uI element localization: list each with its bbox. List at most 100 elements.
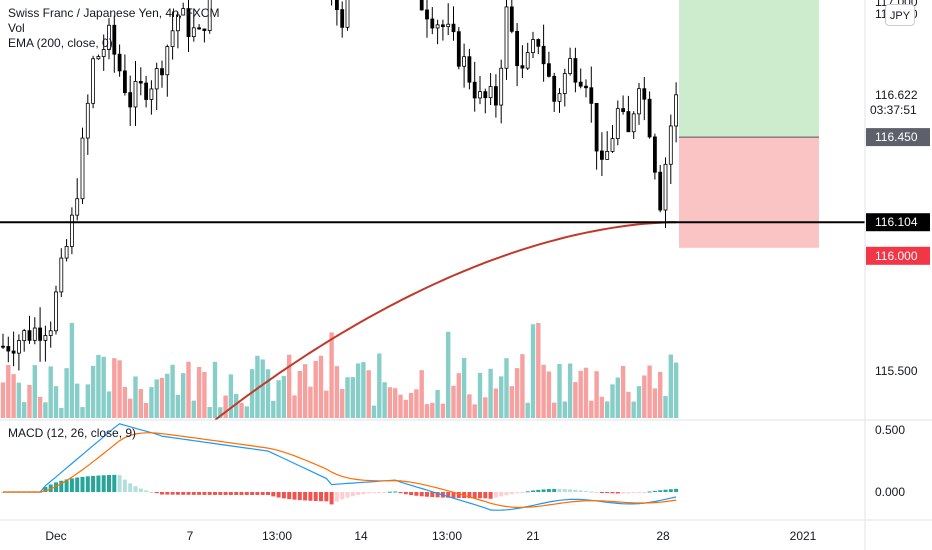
entry-price-label-tag xyxy=(866,128,930,147)
macd-line xyxy=(3,423,677,511)
volume-bar xyxy=(557,364,562,418)
candle-body xyxy=(112,24,117,55)
candle-body xyxy=(186,8,191,38)
candle-body xyxy=(435,24,440,29)
macd-histogram-bar xyxy=(117,475,122,492)
candle xyxy=(462,43,467,88)
volume-bar xyxy=(371,405,377,418)
volume-bar xyxy=(22,402,27,418)
candle-body xyxy=(668,125,673,165)
candle-body xyxy=(462,56,467,67)
symbol-legend[interactable]: Swiss Franc / Japanese Yen, 4h, FXCM Vol… xyxy=(8,6,219,51)
volume-bar xyxy=(106,391,112,418)
candle xyxy=(117,44,122,77)
candle-body xyxy=(515,30,519,67)
candle-body xyxy=(117,53,122,72)
volume-bar xyxy=(302,364,308,418)
candle xyxy=(578,68,583,89)
candle xyxy=(70,207,74,255)
candle-body xyxy=(663,163,668,211)
volume-bar xyxy=(329,332,334,418)
macd-histogram-bar xyxy=(398,492,403,494)
macd-histogram-bar xyxy=(409,492,414,496)
candle-body xyxy=(138,81,143,84)
volume-bar xyxy=(228,374,234,418)
macd-histogram-bar xyxy=(414,492,419,496)
candle-body xyxy=(653,136,657,173)
candle-body xyxy=(430,18,435,29)
ema-legend[interactable]: EMA (200, close, 0) xyxy=(8,36,113,50)
volume-bar xyxy=(477,372,483,418)
macd-legend[interactable]: MACD (12, 26, close, 9) xyxy=(8,426,137,440)
candle-body xyxy=(451,23,456,33)
volume-bar xyxy=(573,382,578,418)
macd-histogram-bar xyxy=(186,492,191,495)
macd-histogram-bar xyxy=(276,492,281,498)
countdown-label: 03:37:51 xyxy=(870,103,917,117)
volume-bar xyxy=(647,365,652,418)
macd-histogram-bar xyxy=(218,492,223,495)
volume-bar xyxy=(16,382,22,418)
candle xyxy=(478,75,482,105)
candle-body xyxy=(48,330,53,336)
candle xyxy=(85,94,90,155)
macd-histogram-bar xyxy=(319,492,323,502)
macd-histogram-bar xyxy=(594,492,599,493)
candle-body xyxy=(340,9,345,28)
candle xyxy=(663,157,668,229)
candle xyxy=(504,0,509,80)
macd-histogram-bar xyxy=(499,492,504,497)
volume-legend[interactable]: Vol xyxy=(8,21,25,35)
candle xyxy=(38,307,42,362)
macd-histogram-bar xyxy=(96,475,101,492)
candle-body xyxy=(11,350,16,354)
volume-bar xyxy=(175,394,181,418)
macd-histogram-bar xyxy=(91,475,96,492)
ema-200-path xyxy=(214,221,677,421)
macd-histogram-bar xyxy=(197,492,202,495)
candle xyxy=(531,31,535,59)
volume-bar xyxy=(435,389,440,418)
candle xyxy=(562,68,567,107)
candle-body xyxy=(144,82,149,100)
candle xyxy=(642,76,647,121)
volume-bar xyxy=(393,388,398,418)
macd-histogram-bar xyxy=(493,492,498,498)
macd-histogram-bar xyxy=(340,492,345,500)
candle-body xyxy=(552,75,557,102)
currency-button[interactable]: JPY xyxy=(885,4,915,26)
volume-bar xyxy=(324,390,329,418)
macd-histogram-bar xyxy=(43,487,48,492)
candle-body xyxy=(170,30,175,47)
volume-bar xyxy=(80,407,85,418)
candle xyxy=(451,6,456,41)
candle xyxy=(605,131,610,160)
macd-histogram-bar xyxy=(59,480,64,492)
candle xyxy=(345,0,350,31)
volume-bar xyxy=(117,360,122,418)
candle-body xyxy=(499,67,504,106)
volume-bar xyxy=(260,359,265,418)
macd-histogram-bar xyxy=(557,488,562,492)
candle xyxy=(91,55,95,109)
candle xyxy=(165,44,170,97)
candle-body xyxy=(128,92,133,108)
candle-body xyxy=(557,93,562,102)
macd-histogram-bar xyxy=(345,492,350,498)
candle xyxy=(626,95,631,133)
volume-bar xyxy=(128,398,133,418)
volume-bar xyxy=(599,396,605,418)
candle xyxy=(154,62,159,111)
volume-bar xyxy=(287,354,292,418)
volume-bar xyxy=(483,397,488,418)
volume-bar xyxy=(75,383,80,418)
candle-body xyxy=(123,70,127,93)
macd-histogram-bar xyxy=(64,479,69,492)
candle-body xyxy=(446,23,451,28)
volume-bar xyxy=(43,402,48,418)
candle-body xyxy=(6,346,11,352)
time-tick-label: 13:00 xyxy=(262,529,292,543)
volume-bar xyxy=(488,368,493,418)
volume-bar xyxy=(642,375,647,418)
macd-histogram-bar xyxy=(599,492,604,493)
